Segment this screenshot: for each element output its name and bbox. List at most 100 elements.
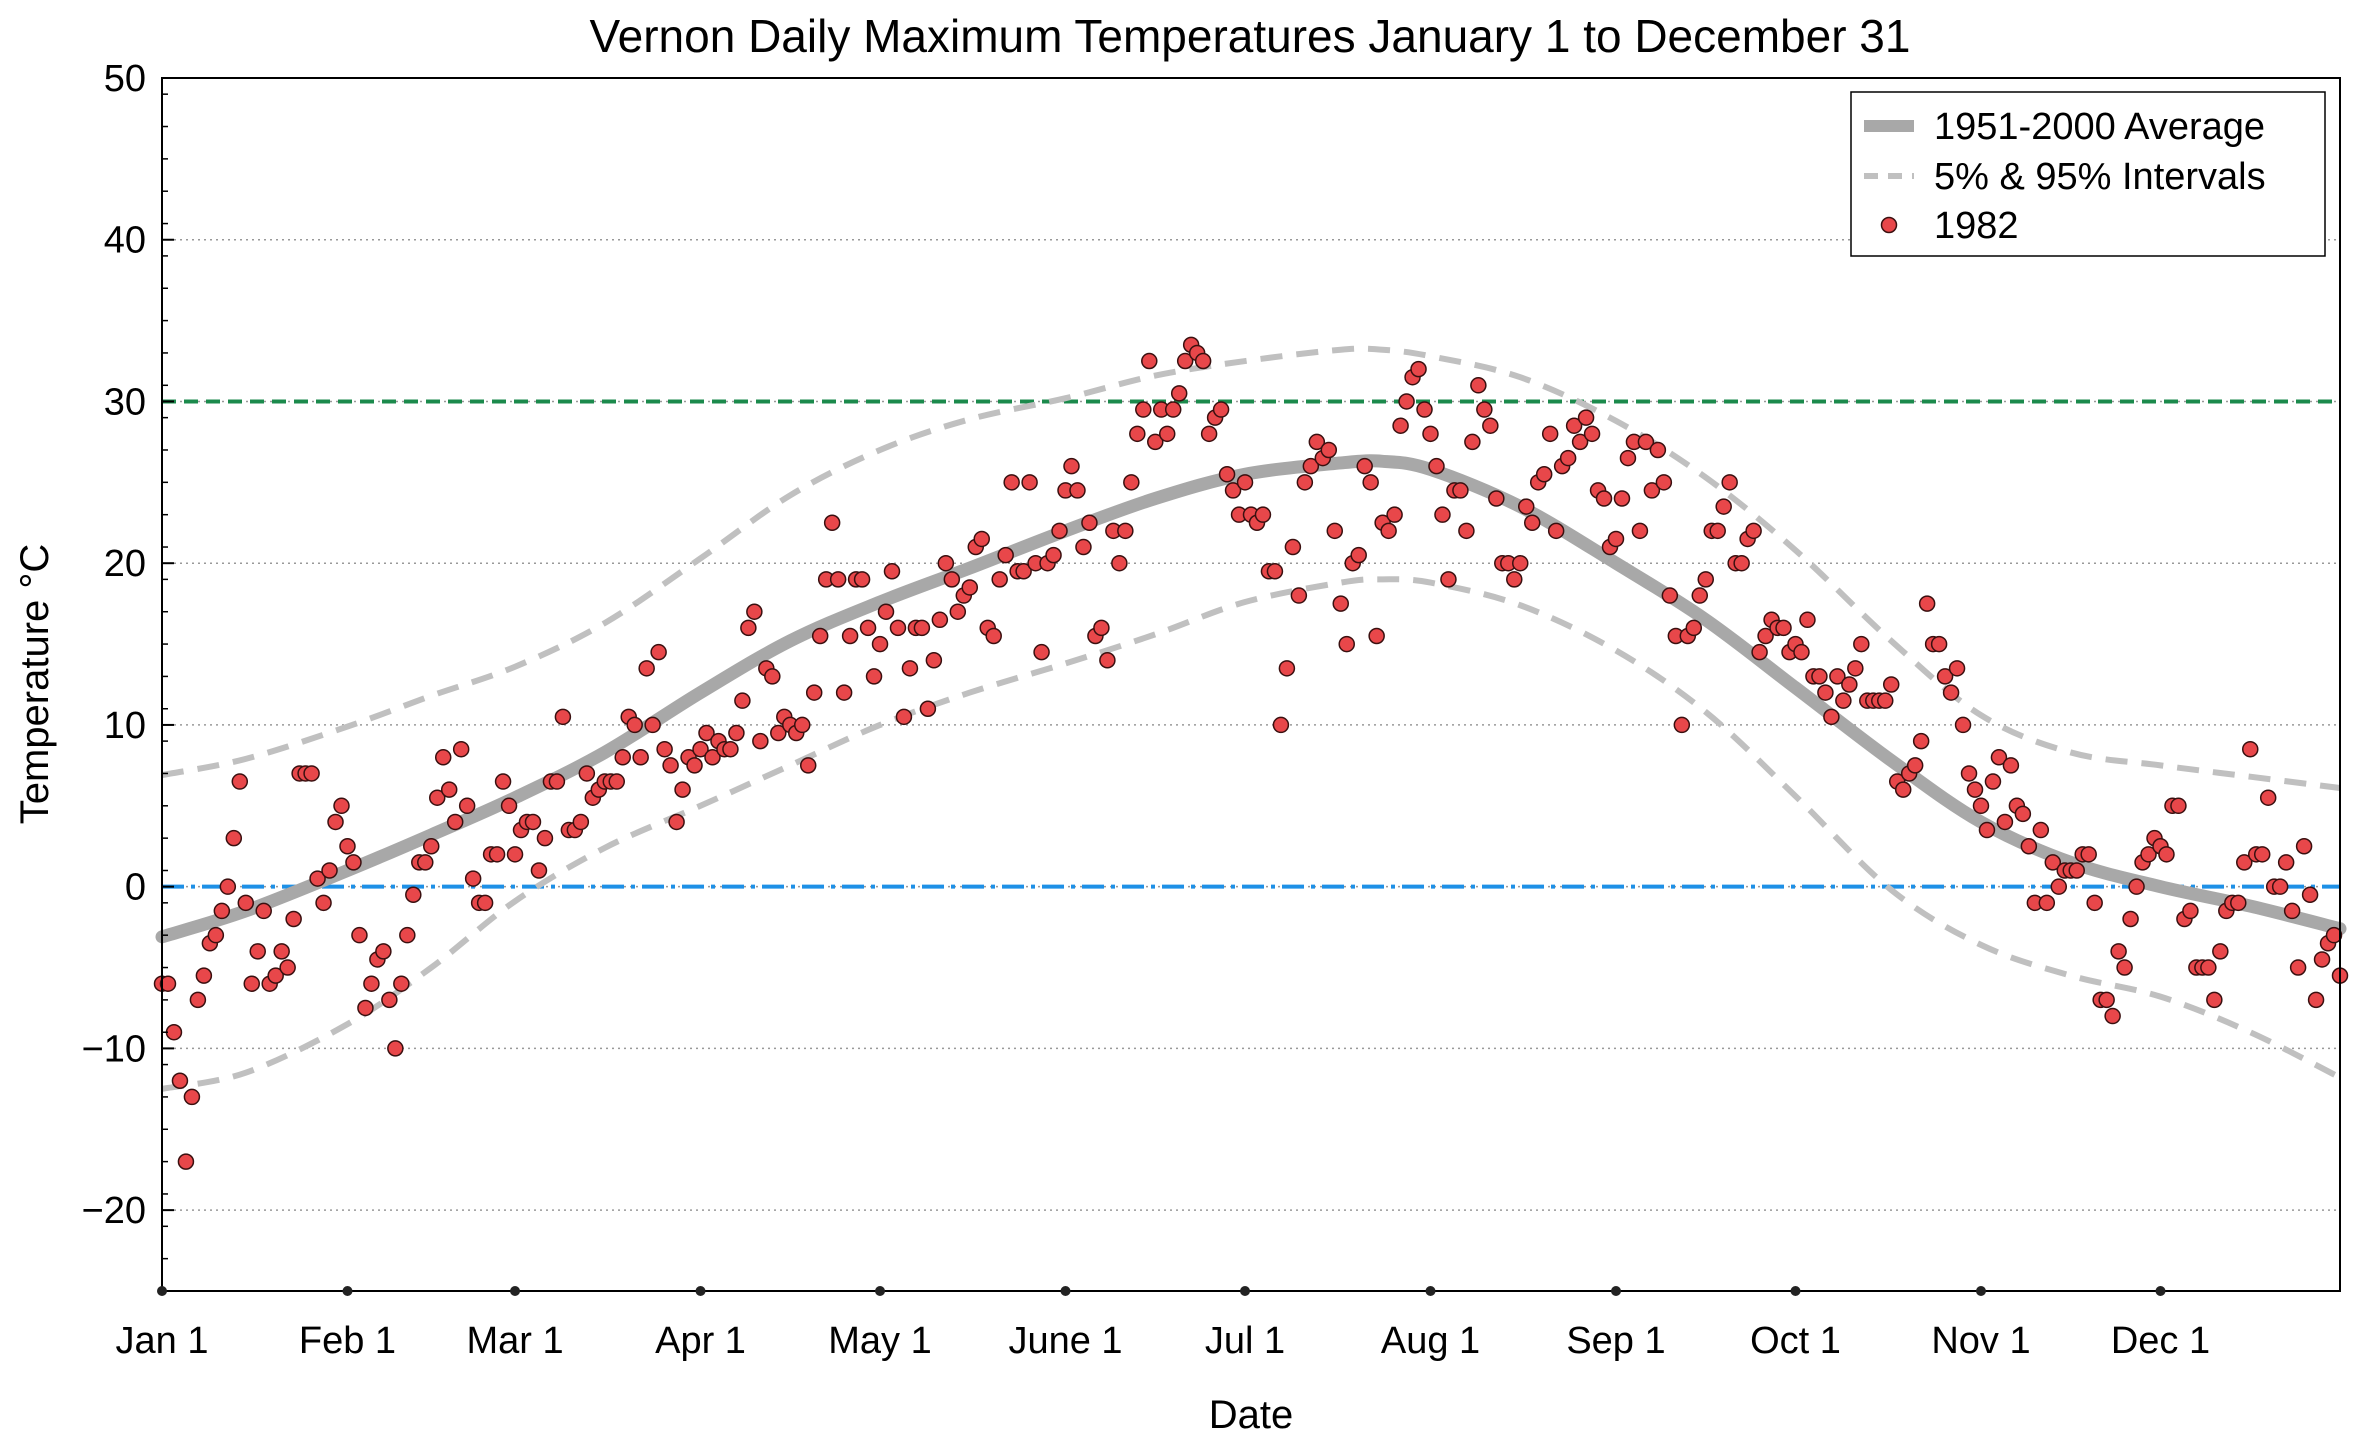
- x-tick-marker: [1240, 1286, 1251, 1296]
- data-point: [1021, 474, 1038, 491]
- data-point: [770, 724, 787, 742]
- data-point: [823, 514, 841, 532]
- data-point: [315, 894, 332, 912]
- x-tick-label: Oct 1: [1750, 1320, 1841, 1362]
- data-point: [1266, 563, 1284, 580]
- data-point: [225, 829, 243, 847]
- x-tick-marker: [2155, 1286, 2166, 1296]
- data-point: [2122, 910, 2139, 928]
- data-point: [1158, 425, 1176, 443]
- data-point: [375, 943, 392, 960]
- data-point: [1835, 692, 1852, 709]
- data-point: [644, 716, 661, 734]
- data-point: [1811, 668, 1828, 685]
- data-point: [2104, 1007, 2121, 1025]
- data-point: [2283, 902, 2301, 920]
- reference-lines: [162, 399, 2340, 889]
- y-tick-label: 10: [104, 705, 146, 747]
- data-point: [1853, 635, 1870, 653]
- data-point: [1254, 506, 1272, 523]
- data-point: [650, 643, 667, 661]
- data-point: [2301, 886, 2319, 904]
- data-point: [423, 837, 440, 855]
- data-point: [668, 813, 685, 831]
- data-point: [919, 700, 937, 718]
- x-tick-label: Nov 1: [1931, 1320, 2030, 1362]
- data-point: [1751, 643, 1768, 661]
- legend-average-label: 1951-2000 Average: [1934, 106, 2265, 148]
- data-point: [859, 619, 877, 637]
- data-point: [1200, 425, 1218, 443]
- data-point: [1218, 465, 1236, 483]
- data-point: [1559, 449, 1577, 467]
- data-point: [901, 660, 919, 677]
- data-point: [913, 619, 931, 637]
- data-point: [1117, 522, 1134, 540]
- data-point: [1194, 352, 1212, 370]
- y-tick-label: 50: [104, 58, 146, 100]
- data-point: [506, 846, 524, 863]
- data-point: [937, 554, 955, 572]
- data-point: [387, 1040, 404, 1057]
- data-point: [1517, 498, 1535, 515]
- data-point: [1709, 522, 1726, 540]
- data-point: [943, 571, 961, 588]
- data-point: [626, 716, 643, 734]
- data-point: [2241, 740, 2259, 758]
- data-point: [698, 724, 715, 742]
- gridlines: [162, 238, 2340, 1211]
- data-point: [1817, 684, 1834, 701]
- data-point: [1733, 554, 1750, 572]
- data-point: [614, 749, 631, 766]
- data-point: [363, 975, 380, 992]
- data-point: [339, 837, 356, 855]
- data-point: [1996, 813, 2014, 831]
- data-point: [746, 603, 763, 620]
- data-point: [1296, 474, 1314, 491]
- data-point: [1224, 482, 1242, 499]
- x-tick-marker: [875, 1286, 886, 1296]
- data-point: [1619, 449, 1637, 467]
- data-point: [1972, 797, 1990, 815]
- x-tick-label: June 1: [1008, 1320, 1122, 1362]
- average-line-group: [155, 454, 2347, 944]
- y-tick-label: 20: [104, 543, 146, 585]
- data-point: [1745, 522, 1762, 540]
- data-point: [949, 603, 967, 620]
- data-point: [2044, 854, 2062, 871]
- data-point: [1541, 425, 1559, 443]
- data-point: [1045, 546, 1062, 564]
- data-point: [1607, 530, 1625, 548]
- data-point: [213, 902, 231, 920]
- data-point: [1416, 401, 1433, 418]
- data-point: [1877, 692, 1894, 709]
- data-point: [1978, 821, 1996, 839]
- data-point: [1075, 538, 1092, 556]
- data-point: [1512, 554, 1529, 572]
- x-tick-label: Mar 1: [466, 1320, 563, 1362]
- x-tick-label: Aug 1: [1381, 1320, 1480, 1362]
- data-point: [662, 757, 679, 774]
- data-point: [829, 571, 847, 588]
- data-point: [2080, 846, 2097, 863]
- data-point: [219, 878, 237, 895]
- x-tick-label: Feb 1: [299, 1320, 396, 1362]
- data-point: [1290, 587, 1308, 604]
- data-point: [1960, 765, 1978, 782]
- data-point: [2098, 991, 2115, 1009]
- y-tick-label: −10: [82, 1028, 146, 1070]
- data-point: [889, 619, 907, 637]
- x-tick-marker: [157, 1286, 167, 1296]
- upper-95-line: [161, 345, 2341, 791]
- data-point: [2032, 821, 2050, 839]
- data-point: [2295, 837, 2313, 855]
- data-point: [805, 684, 823, 701]
- data-point: [405, 886, 422, 904]
- data-point: [1212, 401, 1230, 418]
- data-point: [1176, 352, 1194, 370]
- data-point: [740, 619, 757, 637]
- data-point: [578, 765, 596, 782]
- data-point: [237, 894, 255, 912]
- x-tick-marker: [1610, 1286, 1621, 1296]
- y-tick-label: 30: [104, 381, 146, 423]
